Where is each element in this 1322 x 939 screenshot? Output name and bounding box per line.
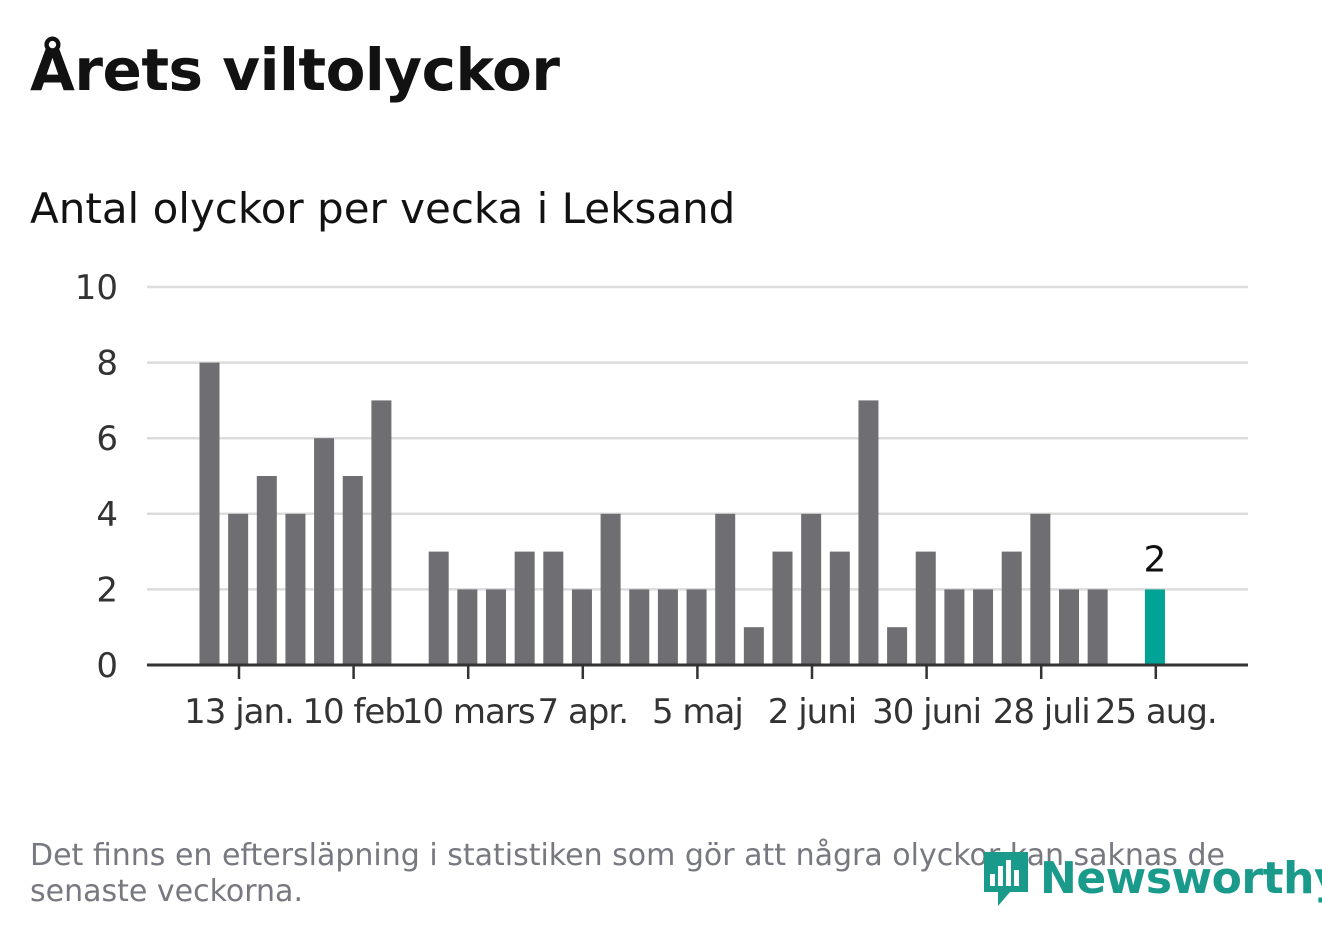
data-label: 2 xyxy=(1143,539,1166,580)
x-tick-label: 13 jan. xyxy=(184,692,294,732)
bar xyxy=(1087,589,1108,665)
x-tick-label: 25 aug. xyxy=(1095,692,1217,732)
bar xyxy=(314,438,335,665)
x-tick-label: 28 juli xyxy=(993,692,1090,732)
x-tick-label: 2 juni xyxy=(768,692,856,732)
bar xyxy=(973,589,994,665)
y-tick-label: 0 xyxy=(96,646,118,686)
bar xyxy=(514,551,535,665)
bar xyxy=(543,551,564,665)
x-tick-label: 5 maj xyxy=(652,692,743,732)
bar xyxy=(629,589,650,665)
bar xyxy=(686,589,707,665)
bar xyxy=(887,627,908,665)
y-tick-label: 4 xyxy=(96,495,118,535)
y-tick-label: 10 xyxy=(75,268,118,308)
y-tick-label: 6 xyxy=(96,419,118,459)
bar xyxy=(1030,513,1051,665)
bar xyxy=(486,589,506,665)
bar xyxy=(342,476,363,665)
bar xyxy=(1001,551,1022,665)
bar xyxy=(199,362,220,665)
bar xyxy=(657,589,678,665)
bar-chart-speech-bubble-icon xyxy=(984,852,1028,906)
logo-text: Newsworthy xyxy=(1040,852,1322,904)
bar xyxy=(256,476,277,665)
bar xyxy=(801,513,822,665)
chart-subtitle: Antal olyckor per vecka i Leksand xyxy=(30,184,736,233)
bar xyxy=(715,513,736,665)
bar xyxy=(285,513,306,665)
y-axis-ticks: 0 2 4 6 8 10 xyxy=(75,268,118,686)
x-tick-label: 30 juni xyxy=(872,692,981,732)
bar-highlight xyxy=(1144,589,1165,665)
chart-title: Årets viltolyckor xyxy=(30,36,560,104)
bar xyxy=(858,400,879,665)
bars xyxy=(199,362,1165,665)
bar xyxy=(571,589,592,665)
gridlines xyxy=(147,285,1248,591)
x-tick-label: 10 feb xyxy=(302,692,405,732)
bar xyxy=(944,589,965,665)
bar xyxy=(1059,589,1079,665)
bar xyxy=(428,551,449,665)
bar xyxy=(600,513,621,665)
x-tick-label: 10 mars xyxy=(402,692,535,732)
bar xyxy=(457,589,478,665)
bar xyxy=(915,551,936,665)
data-labels: 2 xyxy=(1143,539,1166,580)
bar xyxy=(743,627,764,665)
bar xyxy=(829,551,850,665)
y-tick-label: 2 xyxy=(96,570,118,610)
bar xyxy=(228,513,249,665)
x-tick-label: 7 apr. xyxy=(538,692,629,732)
y-tick-label: 8 xyxy=(96,344,118,384)
newsworthy-logo[interactable]: Newsworthy xyxy=(980,845,1322,911)
bar xyxy=(772,551,793,665)
bar xyxy=(371,400,392,665)
